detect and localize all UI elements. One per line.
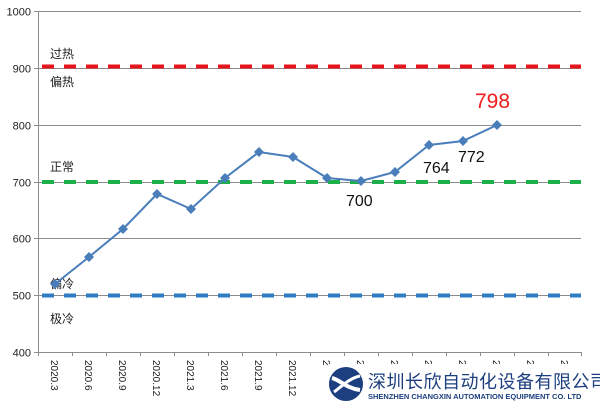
axes [34,11,582,356]
x-tick-label: 2 [558,360,569,366]
diamond-marker [322,173,332,183]
x-tick-label: 2021.9 [252,360,263,391]
x-tick-label: 2020.12 [150,360,161,397]
y-tick-800: 800 [13,121,31,133]
data-label-700: 700 [346,193,373,210]
series-line [54,124,498,285]
x-tick-label: 2 [490,360,501,366]
diamond-marker [84,252,94,262]
data-label-798: 798 [475,90,510,113]
diamond-marker [220,173,230,183]
y-tick-900: 900 [13,64,31,76]
y-tick-400: 400 [13,348,31,360]
data-label-764: 764 [423,160,450,177]
x-tick-label: 2021.3 [184,360,195,391]
x-tick-label: 2 [456,360,467,366]
company-watermark: 深圳长欣自动化设备有限公司 SHENZHEN CHANGXIN AUTOMATI… [328,364,600,406]
zone-label-overheat: 过热 [50,47,74,61]
x-tick-label: 2020.6 [82,360,93,391]
gridlines [38,11,581,296]
data-label-772: 772 [458,149,485,166]
x-tick-label: 2 [388,360,399,366]
x-tick-label: 2021.6 [218,360,229,391]
diamond-marker [254,147,264,157]
y-tick-700: 700 [13,178,31,190]
zone-label-normal: 正常 [50,160,74,174]
y-axis-labels: 1000 900 800 700 600 500 400 [7,7,31,360]
diamond-marker [390,167,400,177]
diamond-marker [118,224,128,234]
diamond-marker [424,140,434,150]
zone-label-warm: 偏热 [50,74,74,89]
y-tick-500: 500 [13,291,31,303]
diamond-marker [152,189,162,199]
x-tick-label: 2 [422,360,433,366]
x-tick-label: 2020.9 [116,360,127,391]
x-axis-labels: 2020.3 2020.6 2020.9 2020.12 2021.3 2021… [48,360,569,397]
diamond-marker [356,176,366,186]
zone-label-cold: 极冷 [50,312,74,326]
series-markers [50,120,502,289]
x-tick-label: 2021.12 [286,360,297,397]
company-name-cn: 深圳长欣自动化设备有限公司 [368,372,600,393]
y-tick-1000: 1000 [7,7,31,19]
diamond-marker [492,120,502,130]
data-series [50,120,502,289]
company-name-en: SHENZHEN CHANGXIN AUTOMATION EQUIPMENT C… [368,392,582,401]
x-tick-label: 2 [320,360,331,366]
x-tick-label: 2 [524,360,535,366]
company-logo-icon [329,367,363,401]
diamond-marker [50,279,60,289]
diamond-marker [288,152,298,162]
x-tick-label: 2020.3 [48,360,59,391]
diamond-marker [458,136,468,146]
diamond-marker [186,204,196,214]
x-tick-label: 2 [354,360,365,366]
y-tick-600: 600 [13,234,31,246]
